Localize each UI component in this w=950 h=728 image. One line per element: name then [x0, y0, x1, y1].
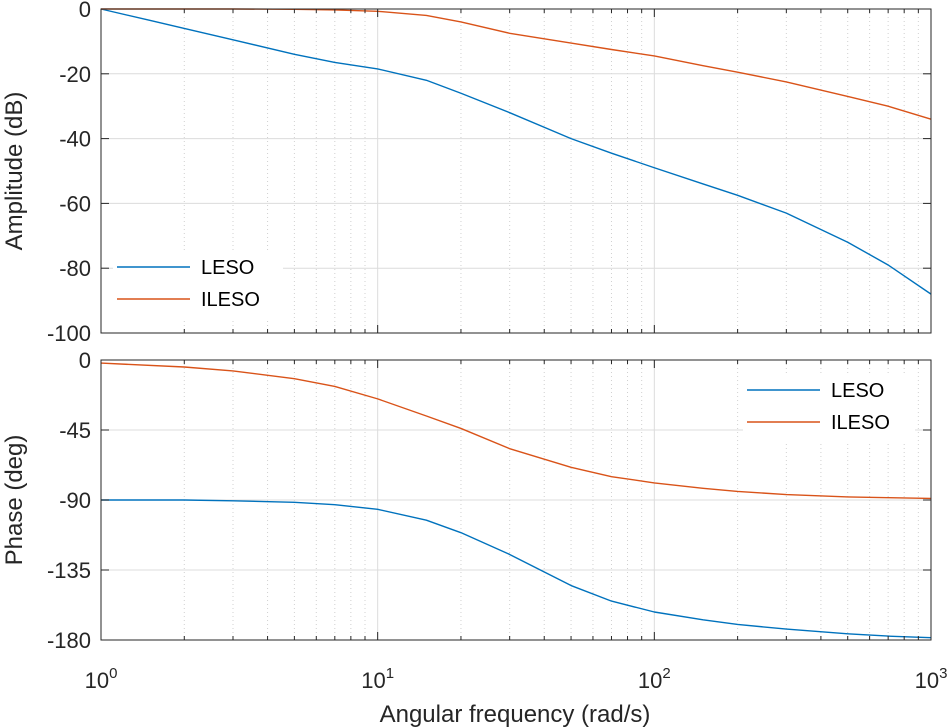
magnitude-legend-label-ileso: ILESO	[201, 289, 260, 311]
x-tick-label: 100	[85, 665, 118, 693]
magnitude-y-tick-label: -40	[59, 127, 91, 152]
magnitude-y-tick-label: -100	[47, 321, 91, 346]
phase-y-tick-label: -90	[59, 488, 91, 513]
magnitude-y-tick-label: -60	[59, 191, 91, 216]
magnitude-legend-box	[113, 252, 283, 318]
phase-y-tick-label: -180	[47, 628, 91, 653]
phase-panel: 0 -45 -90 -135 -180 100 101 102 103 LESO ILESO	[47, 348, 947, 693]
magnitude-y-tick-label: -20	[59, 62, 91, 87]
x-tick-label: 103	[915, 665, 948, 693]
phase-legend-label-ileso: ILESO	[831, 412, 890, 434]
magnitude-y-tick-label: -80	[59, 256, 91, 281]
magnitude-panel: 0 -20 -40 -60 -80 -100 LESO ILESO	[47, 0, 932, 346]
phase-series-leso	[101, 499, 932, 639]
phase-y-tick-label: -135	[47, 558, 91, 583]
phase-y-tick-label: 0	[79, 348, 91, 373]
x-axis-label: Angular frequency (rad/s)	[380, 701, 651, 728]
phase-legend-label-leso: LESO	[831, 380, 884, 402]
phase-y-tick-label: -45	[59, 418, 91, 443]
magnitude-legend: LESO ILESO	[113, 252, 283, 318]
x-tick-label: 101	[361, 665, 394, 693]
magnitude-series-leso	[100, 8, 932, 295]
magnitude-y-tick-label: 0	[79, 0, 91, 22]
phase-y-axis-label: Phase (deg)	[1, 435, 28, 566]
phase-series-ileso	[100, 362, 932, 500]
phase-legend: LESO ILESO	[743, 375, 915, 441]
magnitude-legend-label-leso: LESO	[201, 257, 254, 279]
phase-legend-box	[743, 375, 915, 441]
magnitude-axes-box	[100, 8, 932, 334]
magnitude-y-axis-label: Amplitude (dB)	[1, 92, 28, 251]
x-tick-label: 102	[638, 665, 671, 693]
